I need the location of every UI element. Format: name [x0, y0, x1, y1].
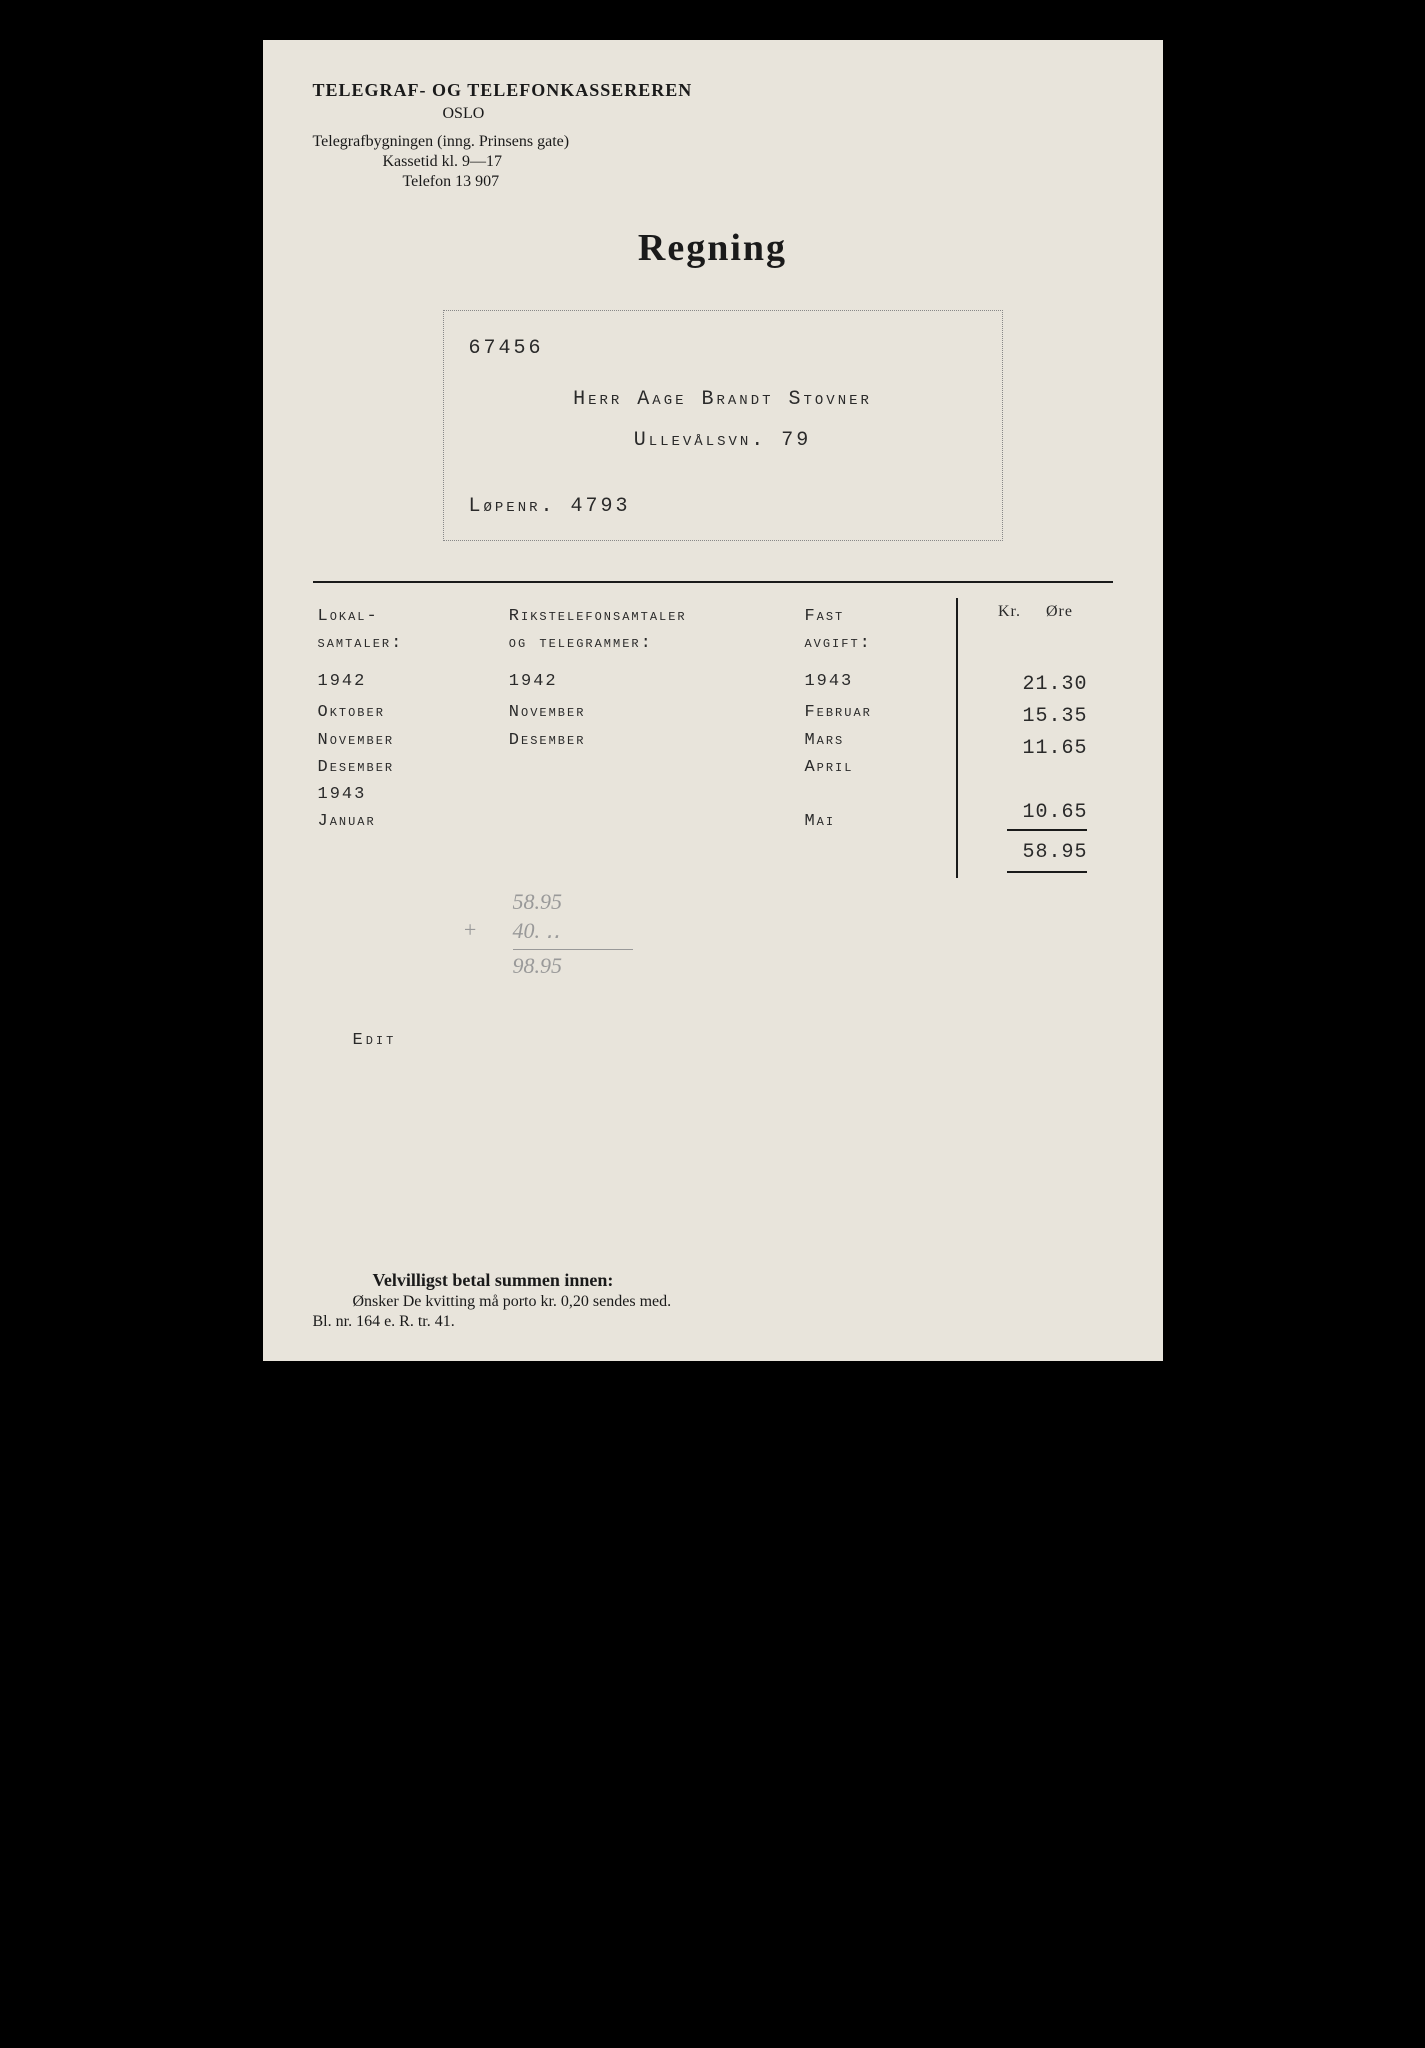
divider-line: [313, 581, 1113, 583]
hw-rule: [513, 949, 633, 950]
fast-header-2: avgift:: [804, 630, 951, 657]
kr-label: Kr.: [998, 603, 1021, 620]
recipient-box: 67456 Herr Aage Brandt Stovner Ullevålsv…: [443, 310, 1003, 541]
col-local: Lokal- samtaler: 1942 Oktober November D…: [313, 598, 504, 878]
handwritten-calc: + 58.95 40. ‥ 98.95: [513, 888, 1113, 981]
fast-year-1: 1943: [804, 672, 951, 691]
hw-l3: 98.95: [513, 952, 1113, 981]
ore-label: Øre: [1046, 603, 1073, 620]
riks-year-1: 1942: [509, 672, 795, 691]
recipient-name: Herr Aage Brandt Stovner: [469, 382, 977, 418]
org-city: OSLO: [443, 105, 1113, 123]
billing-table: Lokal- samtaler: 1942 Oktober November D…: [313, 598, 1113, 878]
riks-m2: Desember: [509, 727, 795, 754]
amount-4: 10.65: [978, 797, 1088, 831]
local-m3: Desember: [318, 754, 499, 781]
riks-header-1: Rikstelefonsamtaler: [509, 603, 795, 630]
recipient-street: Ullevålsvn. 79: [469, 423, 977, 459]
lopennr-value: 4793: [571, 495, 631, 518]
org-name: TELEGRAF- OG TELEFONKASSEREREN: [313, 80, 1113, 101]
local-m4: Januar: [318, 808, 499, 835]
account-number: 67456: [469, 331, 977, 367]
org-address: Telegrafbygningen (inng. Prinsens gate): [313, 133, 1113, 151]
hw-l1: 58.95: [513, 888, 1113, 917]
local-header-2: samtaler:: [318, 630, 499, 657]
col-amounts: Kr. Øre 21.30 15.35 11.65 10.65 58.95: [956, 598, 1113, 878]
local-m2: November: [318, 727, 499, 754]
footer-line-2: Ønsker De kvitting må porto kr. 0,20 sen…: [353, 1293, 1113, 1311]
document-title: Regning: [313, 226, 1113, 270]
org-hours: Kassetid kl. 9—17: [383, 153, 1113, 171]
footer-line-1: Velvilligst betal summen innen:: [373, 1270, 1113, 1291]
fast-m2: Mars: [804, 727, 951, 754]
serial-number: Løpenr. 4793: [469, 489, 977, 525]
hw-plus: +: [463, 916, 478, 945]
amount-total: 58.95: [978, 831, 1088, 873]
fast-header-1: Fast: [804, 603, 951, 630]
hw-l2: 40. ‥: [513, 917, 1113, 946]
local-header-1: Lokal-: [318, 603, 499, 630]
fast-m3: April: [804, 754, 951, 781]
footer-block: Velvilligst betal summen innen: Ønsker D…: [313, 1270, 1113, 1331]
col-riks: Rikstelefonsamtaler og telegrammer: 1942…: [504, 598, 800, 878]
lopennr-label: Løpenr.: [469, 495, 556, 518]
fast-m1: Februar: [804, 699, 951, 726]
document-page: TELEGRAF- OG TELEFONKASSEREREN OSLO Tele…: [263, 40, 1163, 1361]
col-fast: Fast avgift: 1943 Februar Mars April Mai: [799, 598, 956, 878]
fast-m4: Mai: [804, 808, 951, 835]
local-year-1: 1942: [318, 672, 499, 691]
amount-1: 21.30: [978, 669, 1088, 701]
amount-2: 15.35: [978, 701, 1088, 733]
org-phone: Telefon 13 907: [403, 173, 1113, 191]
local-year-2: 1943: [318, 781, 499, 808]
riks-m1: November: [509, 699, 795, 726]
riks-header-2: og telegrammer:: [509, 630, 795, 657]
local-m1: Oktober: [318, 699, 499, 726]
amount-header: Kr. Øre: [978, 603, 1088, 621]
footer-line-3: Bl. nr. 164 e. R. tr. 41.: [313, 1313, 1113, 1331]
amount-3: 11.65: [978, 733, 1088, 765]
header-block: TELEGRAF- OG TELEFONKASSEREREN OSLO Tele…: [313, 80, 1113, 191]
edit-note: Edit: [353, 1031, 1113, 1050]
